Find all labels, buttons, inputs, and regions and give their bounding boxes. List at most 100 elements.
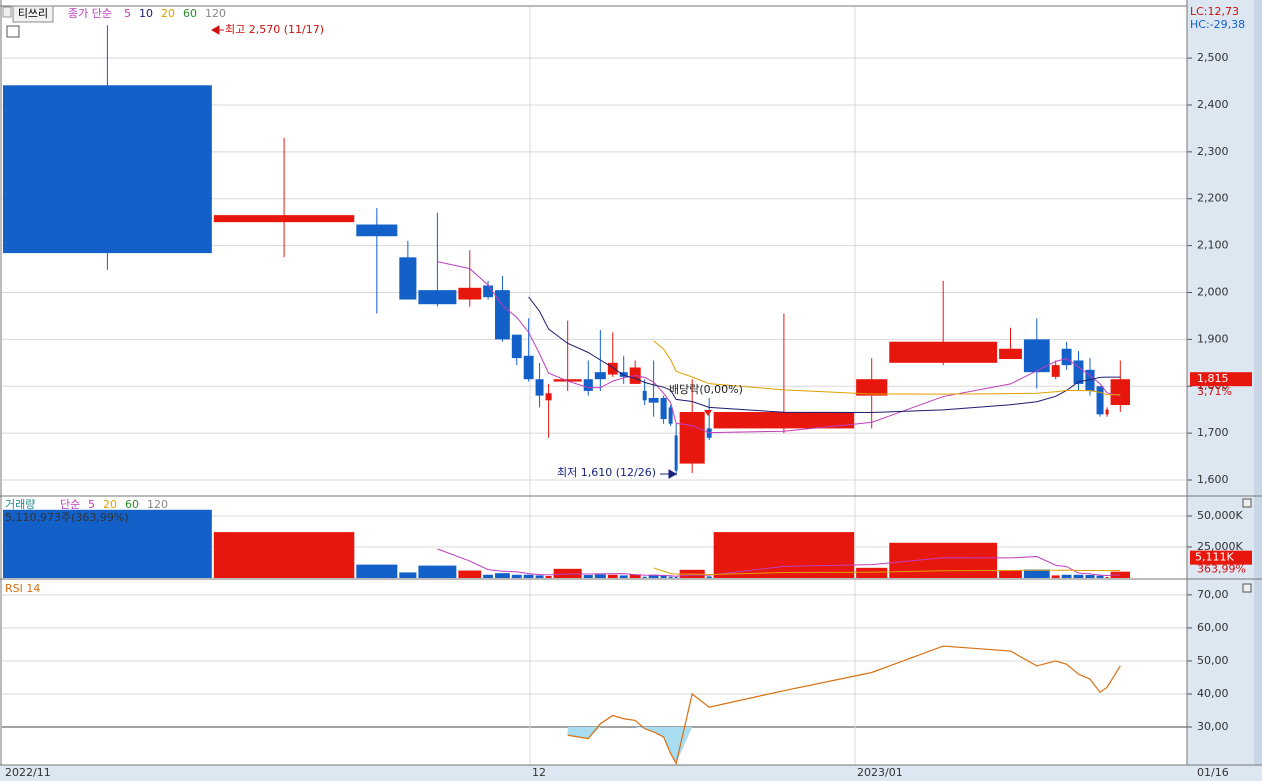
tab[interactable]	[12, 5, 54, 23]
x-tick-label: 2022/11	[5, 766, 51, 779]
legend: 5 10 20 60 120	[124, 7, 226, 20]
candle-body	[523, 355, 534, 380]
volume-bar	[523, 574, 534, 578]
candle-body	[213, 215, 355, 223]
candle-body	[1061, 348, 1072, 366]
volume-bar	[511, 574, 522, 578]
volume-bar	[213, 532, 355, 578]
volume-bar	[1096, 575, 1104, 578]
candle-body	[553, 379, 582, 382]
change-label: 3,71%	[1197, 385, 1232, 398]
volume-bar	[856, 567, 888, 578]
candle-body	[458, 287, 482, 300]
legend-period: 20	[103, 498, 117, 511]
moving-average	[528, 296, 1121, 413]
hc-label: HC:-29,38	[1190, 18, 1245, 31]
candle-body	[1096, 386, 1104, 415]
moving-average	[653, 340, 1121, 396]
arrow	[210, 25, 224, 35]
close-button[interactable]	[1242, 498, 1252, 508]
legend-period: 5	[88, 498, 95, 511]
volume-bar	[1105, 577, 1109, 578]
moving-average	[437, 261, 1121, 434]
legend-label: 종가 단순	[68, 7, 112, 20]
plot: 1,6001,7001,8001,9002,0002,1002,2002,300…	[3, 25, 1252, 779]
volume-bar	[648, 574, 659, 578]
lc-label: LC:12,73	[1190, 5, 1239, 18]
legend-period: 120	[147, 498, 168, 511]
axis-strip	[1187, 0, 1262, 781]
candle-body	[1110, 379, 1130, 405]
candle-body	[674, 435, 678, 471]
candle-body	[3, 85, 212, 254]
candle-body	[607, 362, 618, 375]
legend-period: 20	[161, 7, 175, 20]
candle-body	[583, 379, 593, 391]
x-axis-strip	[0, 765, 1262, 781]
last-volume-box	[1190, 550, 1252, 565]
oversold-fill	[567, 727, 1121, 764]
y-tick-label: 25,000K	[1197, 540, 1243, 553]
candle-body	[1105, 409, 1109, 415]
volume-bar	[545, 576, 552, 578]
candle-body	[511, 334, 522, 359]
volume-bar	[594, 574, 606, 578]
y-tick-label: 2,100	[1197, 239, 1229, 252]
x-tick-label: 12	[532, 766, 546, 779]
legend-label: 거래량	[5, 498, 35, 511]
candle-body	[648, 397, 659, 403]
volume-bar	[629, 574, 641, 578]
volume-bar	[458, 570, 482, 578]
legend-period: 60	[183, 7, 197, 20]
annotation: 최고 2,570 (11/17)	[225, 23, 324, 36]
candle-body	[679, 412, 705, 464]
candle-body	[483, 285, 494, 298]
last-price: 1,815	[1197, 372, 1229, 385]
y-tick-label: 2,300	[1197, 145, 1229, 158]
candle-body	[856, 379, 888, 396]
volume-bar	[495, 573, 510, 578]
legend-period: 5	[124, 7, 131, 20]
y-tick-label: 1,900	[1197, 332, 1229, 345]
y-tick-label: 2,500	[1197, 51, 1229, 64]
rsi-line	[567, 645, 1121, 766]
y-tick-label: 50,00	[1197, 654, 1229, 667]
volume-ratio: 363,99%	[1197, 563, 1246, 576]
volume-bar	[418, 565, 457, 578]
x-tick-label: 01/16	[1197, 766, 1229, 779]
y-tick-label: 2,000	[1197, 285, 1229, 298]
volume-bar	[356, 564, 398, 578]
volume-bar	[583, 575, 593, 578]
legend-period: 10	[139, 7, 153, 20]
volume-bar	[642, 576, 647, 578]
legend-label: RSI 14	[5, 582, 40, 595]
last-volume: 5,111K	[1195, 551, 1234, 564]
volume-bar	[535, 575, 544, 578]
volume-bar	[1061, 574, 1072, 578]
volume-bar	[999, 570, 1022, 578]
arrow	[660, 469, 678, 479]
last-price-box	[1190, 372, 1252, 387]
close-button[interactable]	[1242, 583, 1252, 593]
y-tick-label: 2,200	[1197, 192, 1229, 205]
volume-bar	[607, 574, 618, 578]
candle-body	[356, 224, 398, 237]
candle-body	[495, 290, 510, 340]
volume-bar	[1023, 569, 1050, 578]
volume-bar	[706, 576, 712, 578]
legend-label: 단순	[60, 498, 80, 511]
volume-bar	[399, 572, 417, 578]
tab-label[interactable]: 티쓰리	[18, 7, 48, 20]
volume-bar	[619, 575, 628, 578]
volume-bar	[1051, 575, 1060, 578]
panel-button[interactable]	[2, 6, 12, 18]
annotation: 배당락(0,00%)	[669, 383, 743, 396]
candle-body	[399, 257, 417, 300]
volume-bar	[674, 577, 678, 578]
y-tick-label: 50,000K	[1197, 509, 1243, 522]
candle-body	[619, 372, 628, 377]
moving-average	[653, 567, 1121, 575]
y-tick-label: 1,700	[1197, 426, 1229, 439]
table-icon[interactable]	[6, 25, 20, 38]
